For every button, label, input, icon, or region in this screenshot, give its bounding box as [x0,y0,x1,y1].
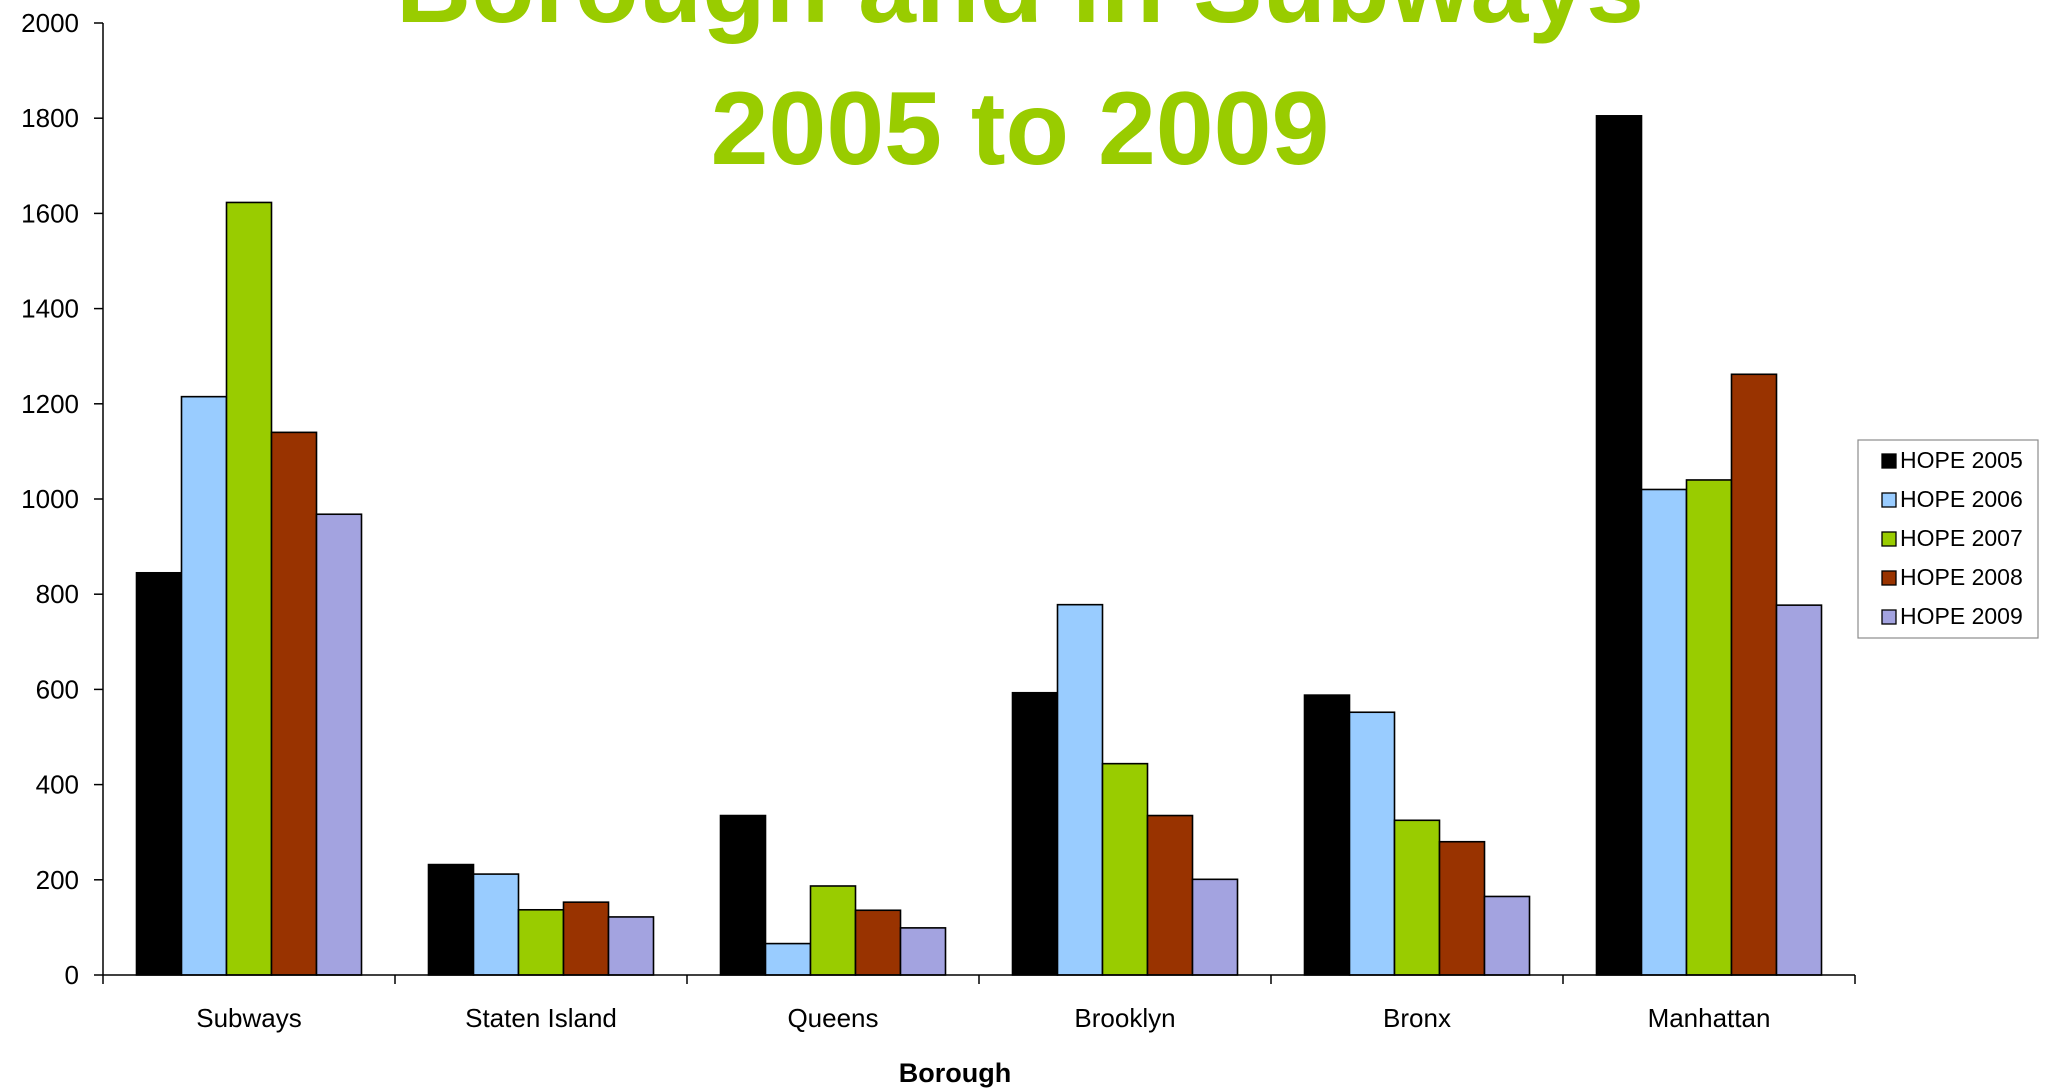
bar [1483,895,1531,976]
chart-title-line-1: Borough and in Subways [396,0,1644,45]
bar [1393,819,1441,976]
bar [1348,711,1396,976]
bar [1101,762,1149,976]
bar [1146,814,1194,976]
bar [1640,488,1688,976]
x-tick-label: Subways [196,1003,302,1033]
legend-label: HOPE 2009 [1900,603,2023,629]
y-tick-label: 0 [65,960,79,990]
y-tick-label: 600 [36,674,79,704]
y-tick-label: 2000 [21,8,79,38]
legend-swatch [1881,453,1897,469]
legend-swatch [1881,609,1897,625]
legend-swatch [1881,492,1897,508]
bar [1685,479,1733,976]
bar [427,863,475,976]
x-tick-label: Manhattan [1648,1003,1771,1033]
bar [719,814,767,976]
bar [607,916,655,976]
x-tick-label: Queens [787,1003,878,1033]
bar [517,908,565,976]
bar [854,909,902,976]
legend-swatch [1881,570,1897,586]
bar [1730,373,1778,976]
y-tick-label: 800 [36,579,79,609]
legend-label: HOPE 2006 [1900,486,2023,512]
legend-swatch [1881,531,1897,547]
chart-title-line-2: 2005 to 2009 [711,71,1330,187]
bar [472,873,520,976]
bar [1303,694,1351,976]
y-axis-ticks: 0 200 400 600 800 1000 1200 1400 1600 1800 2000 [21,8,103,990]
bar [180,395,228,976]
legend: HOPE 2005 HOPE 2006 HOPE 2007 HOPE 2008 HOPE… [1857,439,2039,639]
x-tick-label: Brooklyn [1074,1003,1175,1033]
bar [1191,878,1239,976]
bar [562,901,610,976]
legend-label: HOPE 2005 [1900,447,2023,473]
bar [1438,840,1486,976]
bar [1056,603,1104,976]
bar [764,942,812,976]
x-tick-label: Bronx [1383,1003,1451,1033]
bar [270,431,318,976]
y-tick-label: 1000 [21,484,79,514]
legend-label: HOPE 2007 [1900,525,2023,551]
bar [899,927,947,976]
y-tick-label: 1800 [21,103,79,133]
bar [135,571,183,976]
bar [315,513,363,976]
y-tick-label: 1200 [21,389,79,419]
x-tick-label: Staten Island [465,1003,617,1033]
y-tick-label: 1400 [21,294,79,324]
bar [225,201,273,976]
bar [1775,604,1823,976]
y-tick-label: 200 [36,865,79,895]
bar [809,885,857,976]
bar [1595,115,1643,976]
bars-layer [135,115,1823,976]
y-tick-label: 1600 [21,198,79,228]
legend-label: HOPE 2008 [1900,564,2023,590]
x-axis-ticks: Subways Staten Island Queens Brooklyn Bronx M… [102,975,1856,1033]
x-axis-title: Borough [899,1058,1011,1088]
bar [1011,691,1059,976]
y-tick-label: 400 [36,770,79,800]
